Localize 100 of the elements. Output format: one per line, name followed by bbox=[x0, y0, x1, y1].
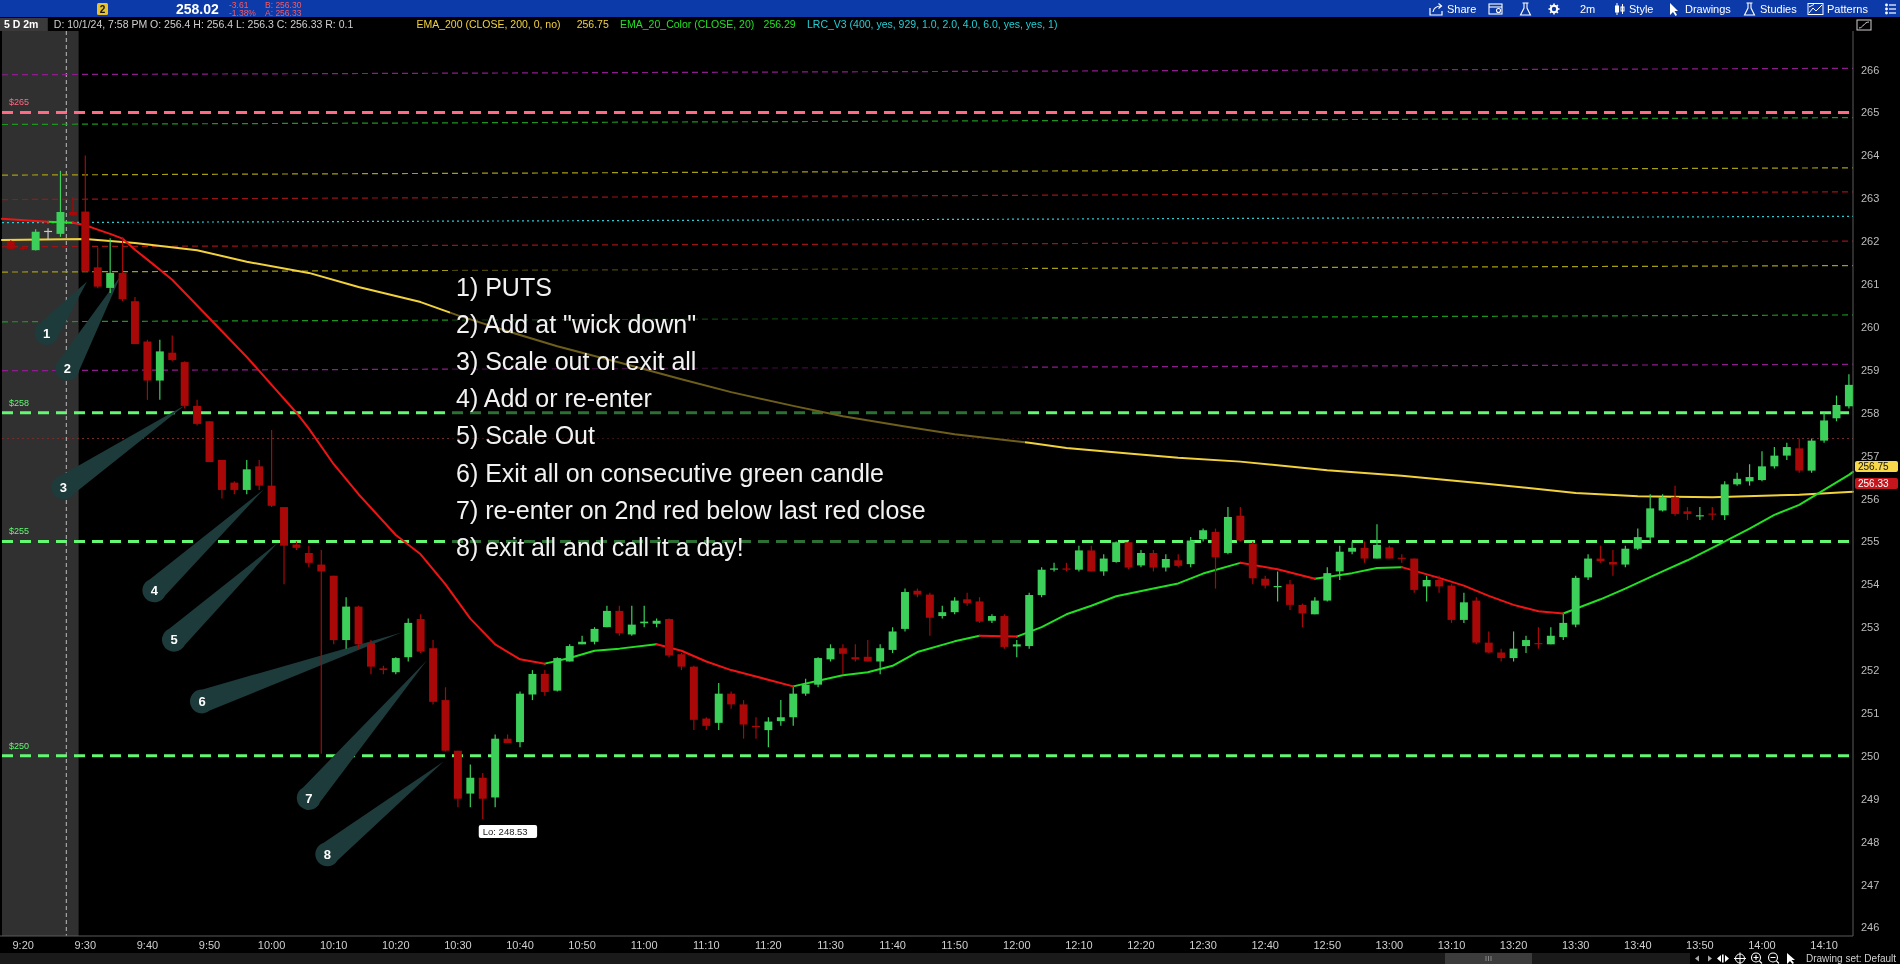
y-tick-label: 260 bbox=[1861, 320, 1880, 333]
y-tick-label: 251 bbox=[1861, 706, 1880, 719]
text: 2m bbox=[1580, 3, 1596, 15]
candlestick bbox=[528, 669, 537, 701]
y-tick-label: 246 bbox=[1861, 921, 1880, 934]
candlestick bbox=[1745, 463, 1754, 487]
candlestick bbox=[1509, 630, 1518, 663]
text: Patterns bbox=[1827, 3, 1869, 15]
text: Drawing set: Default bbox=[1806, 953, 1897, 964]
y-tick-label: 263 bbox=[1861, 192, 1880, 205]
annotation: 1) PUTS bbox=[456, 273, 552, 301]
candlestick bbox=[1186, 536, 1195, 568]
x-tick-label: 14:00 bbox=[1748, 939, 1776, 951]
candlestick bbox=[1621, 545, 1630, 568]
text: EMA_20_Color (CLOSE, 20) bbox=[620, 18, 755, 30]
candlestick bbox=[764, 716, 773, 748]
annotation: 3 bbox=[59, 480, 68, 495]
x-tick-label: 10:30 bbox=[444, 939, 472, 951]
candlestick bbox=[31, 228, 40, 252]
y-tick-label: 248 bbox=[1861, 835, 1880, 848]
y-tick-label: 254 bbox=[1861, 578, 1880, 591]
y-tick-label: 252 bbox=[1861, 664, 1880, 677]
x-tick-label: 13:00 bbox=[1375, 939, 1404, 951]
text: 256.75 bbox=[1858, 461, 1890, 472]
x-tick-label: 10:10 bbox=[319, 939, 348, 951]
x-tick-label: 11:20 bbox=[755, 939, 782, 951]
x-tick-label: 12:50 bbox=[1313, 939, 1342, 951]
annotation: 4 bbox=[150, 582, 159, 598]
candlestick bbox=[1360, 540, 1369, 564]
candlestick bbox=[1074, 545, 1083, 573]
text: -3.61 bbox=[229, 0, 249, 10]
candlestick bbox=[1348, 540, 1357, 555]
y-tick-label: 261 bbox=[1861, 278, 1880, 291]
y-tick-label: 266 bbox=[1861, 63, 1880, 76]
candlestick bbox=[975, 596, 984, 624]
text: Share bbox=[1447, 3, 1477, 15]
annotation: 8) exit all and call it a day! bbox=[456, 532, 744, 561]
x-tick-label: 12:10 bbox=[1065, 939, 1093, 951]
text: 256.33 bbox=[1858, 478, 1890, 489]
x-tick-label: 13:40 bbox=[1624, 939, 1652, 951]
candlestick bbox=[478, 772, 487, 820]
candlestick bbox=[925, 592, 934, 637]
x-tick-label: 10:00 bbox=[257, 939, 286, 951]
x-tick-label: 11:30 bbox=[817, 939, 844, 951]
text: -1.38% bbox=[229, 7, 257, 18]
candlestick bbox=[1820, 412, 1829, 444]
y-tick-label: 258 bbox=[1861, 406, 1880, 419]
x-tick-label: 10:40 bbox=[506, 939, 534, 951]
annotation: 7 bbox=[305, 790, 313, 806]
candlestick bbox=[1608, 549, 1617, 577]
candlestick bbox=[1584, 553, 1593, 581]
candlestick bbox=[876, 643, 885, 675]
candlestick bbox=[888, 626, 897, 654]
candlestick bbox=[1733, 472, 1742, 487]
annotation: 6 bbox=[198, 693, 206, 709]
candlestick bbox=[193, 399, 202, 427]
ref-line-label: $265 bbox=[9, 97, 30, 108]
y-tick-label: 249 bbox=[1861, 792, 1880, 805]
annotation: 8 bbox=[323, 846, 331, 862]
candlestick bbox=[1435, 575, 1444, 594]
candlestick bbox=[1373, 523, 1381, 560]
line-series bbox=[1, 238, 1854, 499]
text: A: 256.33 bbox=[265, 7, 302, 18]
y-tick-label: 262 bbox=[1861, 235, 1880, 248]
candlestick bbox=[1844, 373, 1853, 410]
text: Style bbox=[1629, 3, 1654, 15]
annotation: 6) Exit all on consecutive green candle bbox=[456, 458, 885, 487]
y-tick-label: 265 bbox=[1861, 106, 1880, 119]
x-tick-label: 9:20 bbox=[12, 939, 34, 951]
text: 258.02 bbox=[176, 1, 220, 17]
annotation: Lo: 248.53 bbox=[482, 825, 528, 837]
x-tick-label: 11:10 bbox=[692, 939, 720, 951]
y-tick-label: 259 bbox=[1861, 363, 1880, 376]
chart-title: 5 D 2m bbox=[4, 18, 39, 30]
candlestick bbox=[1112, 540, 1121, 564]
annotation: 2) Add at "wick down" bbox=[456, 310, 697, 339]
candlestick bbox=[1459, 592, 1468, 624]
candlestick bbox=[1770, 446, 1779, 470]
text: 256.75 bbox=[576, 18, 609, 30]
x-tick-label: 12:20 bbox=[1127, 939, 1155, 951]
candlestick bbox=[776, 699, 785, 727]
candlestick bbox=[1087, 545, 1096, 573]
x-tick-label: 13:10 bbox=[1437, 939, 1466, 951]
candlestick bbox=[1758, 450, 1766, 482]
y-tick-label: 255 bbox=[1861, 535, 1880, 548]
candlestick bbox=[963, 592, 972, 607]
candlestick bbox=[267, 429, 276, 508]
y-tick-label: 253 bbox=[1861, 621, 1880, 634]
candlestick bbox=[1484, 630, 1493, 654]
candlestick bbox=[789, 686, 798, 727]
candlestick bbox=[106, 237, 115, 294]
x-tick-label: 9:40 bbox=[136, 939, 159, 951]
x-tick-label: 12:00 bbox=[1003, 939, 1031, 951]
chart-subtitle: D: 10/1/24, 7:58 PM O: 256.4 H: 256.4 L: 256.3 C: 256.33 R: 0.1 bbox=[53, 18, 354, 30]
candlestick bbox=[1286, 579, 1294, 611]
annotation: 7) re-enter on 2nd red below last red close bbox=[456, 495, 926, 524]
candlestick bbox=[1050, 562, 1059, 573]
ref-line-label: $258 bbox=[9, 397, 30, 408]
annotation: 3) Scale out or exit all bbox=[456, 347, 697, 376]
y-tick-label: 250 bbox=[1861, 749, 1880, 762]
